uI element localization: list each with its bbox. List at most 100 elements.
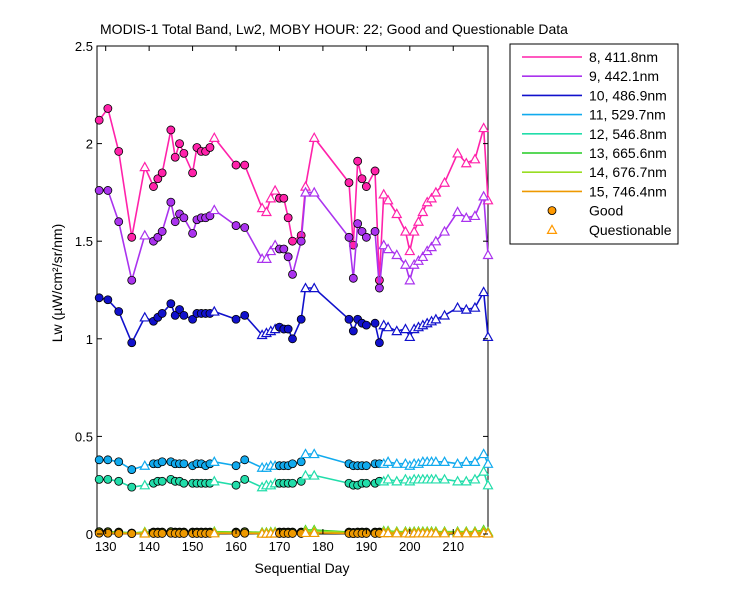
legend-entry: 9, 442.1nm: [589, 68, 659, 84]
questionable-point: [439, 473, 451, 484]
questionable-point: [208, 475, 220, 486]
good-point: [153, 174, 163, 184]
good-point: [296, 314, 306, 324]
good-point: [361, 461, 371, 471]
questionable-point: [139, 161, 151, 172]
questionable-point: [139, 459, 151, 470]
questionable-point: [482, 457, 494, 468]
series-1: [94, 186, 494, 293]
questionable-point: [426, 241, 438, 252]
questionable-point: [469, 210, 481, 221]
questionable-point: [469, 473, 481, 484]
questionable-point: [452, 301, 464, 312]
good-point: [94, 455, 104, 465]
good-point: [103, 455, 113, 465]
questionable-point: [452, 457, 464, 468]
good-point: [179, 310, 189, 320]
questionable-point: [482, 249, 494, 260]
questionable-point: [256, 202, 268, 213]
questionable-point: [469, 456, 481, 466]
legend-entry: 10, 486.9nm: [589, 87, 667, 103]
good-point: [127, 529, 137, 539]
good-point: [175, 305, 184, 314]
good-point: [283, 213, 293, 223]
questionable-point: [308, 282, 320, 293]
good-point: [288, 236, 297, 246]
series-3: [94, 448, 494, 474]
questionable-point: [399, 323, 411, 334]
good-point: [103, 295, 113, 305]
questionable-point: [460, 303, 472, 314]
good-point: [353, 156, 363, 166]
questionable-point: [208, 204, 220, 215]
questionable-point: [391, 208, 403, 219]
questionable-point: [430, 473, 442, 484]
good-point: [357, 227, 367, 236]
y-tick-label: 0.5: [75, 429, 93, 444]
chart-title: MODIS-1 Total Band, Lw2, MOBY HOUR: 22; …: [100, 21, 568, 37]
questionable-point: [300, 186, 312, 197]
good-point: [188, 228, 197, 238]
good-point: [296, 236, 306, 246]
good-point: [170, 217, 180, 227]
good-point: [288, 529, 297, 538]
questionable-point: [382, 456, 394, 466]
legend-entry: 13, 665.6nm: [589, 145, 667, 161]
good-point: [344, 178, 354, 188]
good-point: [205, 143, 215, 152]
questionable-point: [404, 274, 416, 285]
x-axis: 130 140 150 160 170 180 190 200 210: [95, 46, 464, 554]
questionable-point: [399, 258, 411, 269]
questionable-point: [478, 286, 490, 297]
questionable-point: [208, 527, 220, 538]
questionable-point: [265, 245, 277, 256]
good-point: [357, 174, 367, 184]
questionable-point: [300, 469, 312, 480]
plot-area: [94, 45, 494, 539]
questionable-point: [439, 527, 451, 538]
questionable-point: [469, 153, 481, 164]
legend-box: [509, 43, 679, 245]
good-point: [288, 459, 297, 469]
good-point: [374, 283, 384, 293]
questionable-point: [382, 527, 394, 538]
y-tick-label: 1: [86, 332, 93, 347]
legend-entry: 12, 546.8nm: [589, 126, 667, 142]
good-point: [288, 269, 297, 279]
x-axis-title: Sequential Day: [255, 560, 350, 576]
good-point: [240, 310, 250, 320]
questionable-point: [452, 527, 464, 538]
good-point: [370, 318, 380, 328]
questionable-point: [300, 448, 312, 459]
x-tick-label: 140: [138, 539, 160, 554]
good-point: [103, 474, 113, 484]
x-tick-label: 210: [442, 539, 464, 554]
good-point: [94, 115, 104, 125]
good-point: [296, 457, 306, 467]
questionable-point: [391, 475, 403, 486]
good-point: [94, 293, 104, 303]
questionable-point: [439, 176, 451, 187]
good-point: [127, 465, 137, 474]
questionable-point: [482, 479, 494, 490]
questionable-point: [391, 325, 403, 336]
questionable-point: [382, 194, 394, 205]
questionable-point: [430, 186, 442, 197]
questionable-point: [482, 527, 494, 538]
good-point: [348, 273, 358, 283]
good-point: [127, 275, 137, 285]
good-point: [166, 125, 176, 135]
good-point: [361, 478, 371, 488]
good-point: [127, 232, 137, 242]
good-point: [240, 528, 250, 538]
good-point: [231, 461, 241, 471]
legend-questionable-marker: [546, 224, 558, 234]
questionable-point: [269, 184, 281, 195]
good-point: [344, 314, 354, 324]
good-point: [179, 478, 189, 488]
questionable-point: [378, 188, 390, 199]
y-tick-label: 0: [86, 527, 93, 542]
questionable-point: [430, 313, 442, 324]
questionable-point: [300, 282, 312, 293]
good-point: [166, 197, 176, 207]
